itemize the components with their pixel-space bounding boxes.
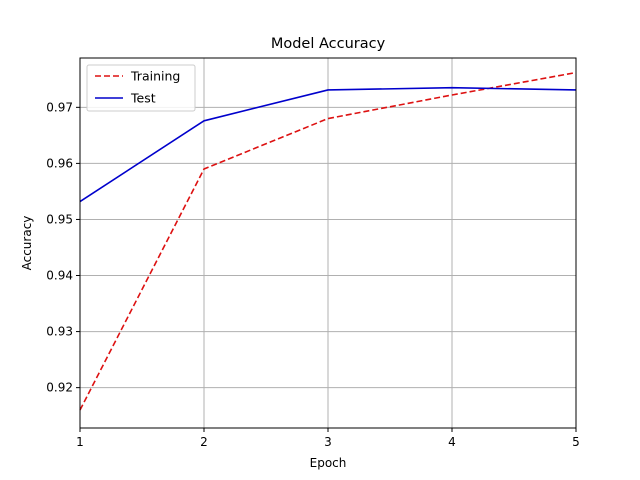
y-tick-label: 0.95 bbox=[46, 212, 73, 226]
legend-label-training: Training bbox=[130, 69, 180, 84]
y-tick-label: 0.96 bbox=[46, 156, 73, 170]
chart-title: Model Accuracy bbox=[271, 36, 386, 52]
legend: Training Test bbox=[86, 64, 196, 112]
y-tick-label: 0.94 bbox=[46, 269, 73, 283]
y-tick-label: 0.97 bbox=[46, 100, 73, 114]
x-axis-label: Epoch bbox=[310, 456, 347, 470]
x-tick-label: 3 bbox=[324, 435, 332, 449]
x-tick-label: 4 bbox=[448, 435, 456, 449]
grid-lines bbox=[79, 58, 577, 428]
y-axis-label: Accuracy bbox=[20, 216, 34, 271]
axis-ticks: 1 2 3 4 5 0.92 0.93 0.94 0.95 0.96 0.97 bbox=[46, 100, 580, 449]
x-tick-label: 2 bbox=[200, 435, 208, 449]
legend-label-test: Test bbox=[130, 91, 156, 106]
x-tick-label: 5 bbox=[572, 435, 580, 449]
series-line-training bbox=[79, 71, 577, 411]
y-tick-label: 0.92 bbox=[46, 381, 73, 395]
y-tick-label: 0.93 bbox=[46, 325, 73, 339]
x-tick-label: 1 bbox=[76, 435, 84, 449]
